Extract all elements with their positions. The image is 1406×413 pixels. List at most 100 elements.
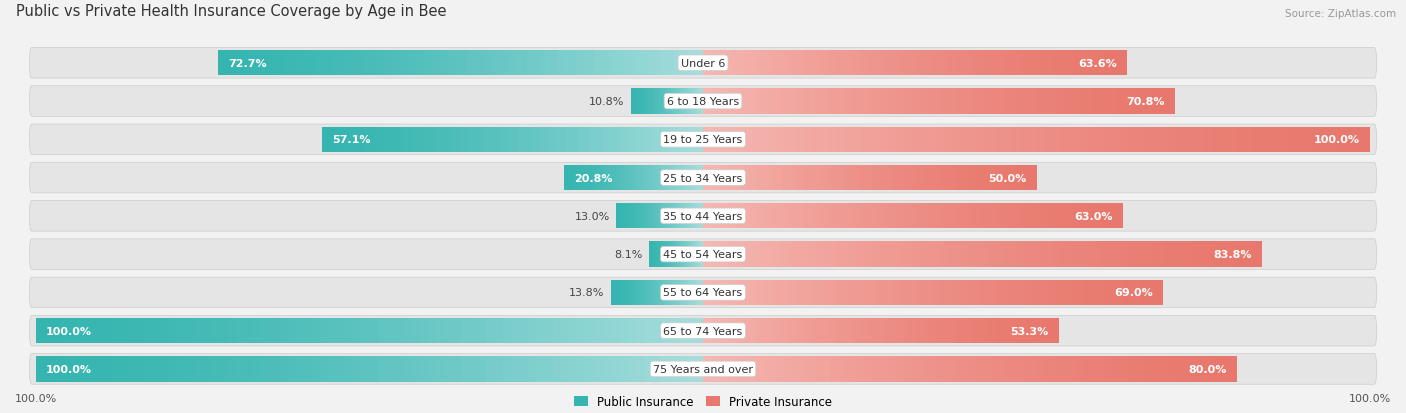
FancyBboxPatch shape — [30, 278, 1376, 308]
Bar — [991, 166, 995, 191]
Bar — [1002, 166, 1008, 191]
Bar — [520, 356, 529, 382]
Bar — [703, 242, 710, 267]
Bar — [1122, 242, 1129, 267]
Bar — [503, 356, 512, 382]
Bar — [803, 89, 810, 114]
Bar — [634, 204, 636, 229]
Bar — [353, 318, 361, 344]
Bar — [744, 89, 751, 114]
Bar — [1028, 127, 1036, 152]
Bar — [685, 51, 692, 76]
Bar — [1108, 204, 1114, 229]
Bar — [411, 356, 420, 382]
Bar — [655, 280, 658, 305]
Bar — [811, 127, 820, 152]
Bar — [508, 127, 513, 152]
Bar — [1026, 51, 1032, 76]
Bar — [664, 280, 665, 305]
Bar — [841, 318, 845, 344]
Bar — [638, 166, 641, 191]
Bar — [801, 280, 807, 305]
Bar — [1157, 242, 1164, 267]
Bar — [1010, 318, 1014, 344]
Bar — [1004, 89, 1011, 114]
Bar — [1146, 89, 1152, 114]
Bar — [973, 51, 979, 76]
Bar — [571, 166, 574, 191]
Bar — [527, 318, 537, 344]
Bar — [619, 166, 620, 191]
Bar — [876, 204, 882, 229]
Bar — [627, 166, 628, 191]
Bar — [654, 204, 655, 229]
Bar — [270, 318, 278, 344]
Bar — [669, 280, 671, 305]
Bar — [837, 166, 841, 191]
Bar — [979, 318, 983, 344]
Bar — [692, 204, 693, 229]
Bar — [495, 356, 503, 382]
Bar — [904, 51, 910, 76]
Bar — [751, 204, 756, 229]
Bar — [637, 318, 645, 344]
Bar — [890, 166, 896, 191]
Bar — [927, 242, 934, 267]
Bar — [120, 318, 128, 344]
Bar — [1270, 127, 1278, 152]
Bar — [793, 51, 799, 76]
Bar — [827, 89, 834, 114]
Bar — [644, 166, 647, 191]
Bar — [1005, 51, 1011, 76]
Bar — [45, 318, 53, 344]
Bar — [641, 204, 643, 229]
Bar — [294, 318, 304, 344]
Bar — [953, 127, 962, 152]
Bar — [1109, 356, 1116, 382]
Bar — [1070, 204, 1076, 229]
Bar — [853, 318, 859, 344]
Bar — [928, 127, 936, 152]
Text: 63.6%: 63.6% — [1078, 59, 1118, 69]
Bar — [427, 356, 437, 382]
Text: 45 to 54 Years: 45 to 54 Years — [664, 249, 742, 259]
Bar — [1095, 51, 1101, 76]
Bar — [1001, 318, 1005, 344]
Bar — [1087, 89, 1092, 114]
Bar — [37, 318, 45, 344]
Bar — [733, 89, 738, 114]
Bar — [837, 127, 845, 152]
Bar — [950, 89, 957, 114]
Bar — [1097, 356, 1104, 382]
Bar — [997, 356, 1004, 382]
Bar — [294, 356, 304, 382]
Bar — [659, 204, 661, 229]
Bar — [903, 318, 908, 344]
Bar — [787, 204, 793, 229]
Bar — [1029, 204, 1035, 229]
Bar — [1170, 127, 1178, 152]
Bar — [228, 356, 236, 382]
Bar — [984, 280, 991, 305]
Bar — [928, 89, 934, 114]
Bar — [1053, 127, 1062, 152]
Bar — [1303, 127, 1312, 152]
Bar — [1070, 127, 1078, 152]
Bar — [676, 204, 678, 229]
Bar — [666, 166, 669, 191]
Bar — [404, 356, 412, 382]
Bar — [863, 242, 870, 267]
Bar — [609, 166, 612, 191]
Bar — [673, 204, 675, 229]
Bar — [1008, 280, 1014, 305]
Bar — [53, 318, 62, 344]
Bar — [723, 356, 730, 382]
Bar — [761, 318, 765, 344]
Bar — [45, 356, 53, 382]
Bar — [711, 318, 717, 344]
Bar — [1083, 356, 1090, 382]
Bar — [702, 204, 703, 229]
Bar — [949, 356, 956, 382]
Bar — [651, 280, 652, 305]
Bar — [1087, 204, 1092, 229]
